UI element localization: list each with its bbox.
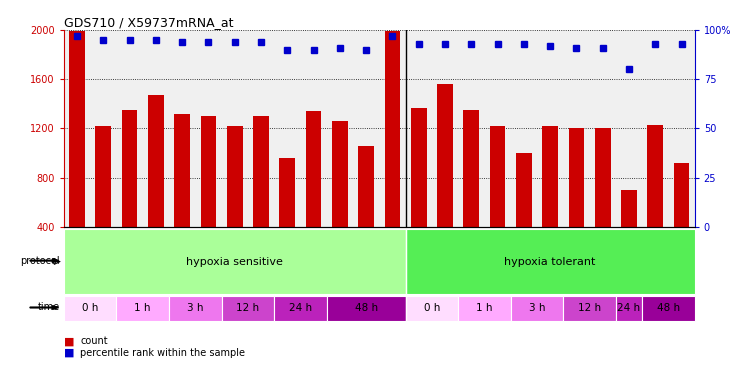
Bar [385,31,400,227]
Bar [511,296,563,321]
Text: count: count [80,336,108,346]
Text: time: time [38,303,60,312]
Bar [174,114,190,227]
Bar [274,296,327,321]
Bar [201,116,216,227]
Bar [116,296,169,321]
Bar [569,128,584,227]
Bar [306,111,321,227]
Text: hypoxia sensitive: hypoxia sensitive [186,256,283,267]
Bar [332,121,348,227]
Bar [563,296,616,321]
Bar [227,126,243,227]
Text: hypoxia tolerant: hypoxia tolerant [505,256,596,267]
Text: 24 h: 24 h [617,303,641,313]
Text: GDS710 / X59737mRNA_at: GDS710 / X59737mRNA_at [64,16,234,29]
Bar [169,296,222,321]
Bar [437,84,453,227]
Bar [616,296,642,321]
Bar [642,296,695,321]
Bar [411,108,427,227]
Bar [674,163,689,227]
Bar [64,229,406,294]
Text: 3 h: 3 h [529,303,545,313]
Bar [406,229,695,294]
Text: 12 h: 12 h [237,303,259,313]
Text: protocol: protocol [20,256,60,266]
Text: 1 h: 1 h [476,303,493,313]
Text: 3 h: 3 h [187,303,204,313]
Bar [463,110,479,227]
Bar [621,190,637,227]
Bar [222,296,274,321]
Text: ■: ■ [64,336,78,346]
Bar [122,110,137,227]
Text: 48 h: 48 h [657,303,680,313]
Bar [542,126,558,227]
Bar [595,128,611,227]
Bar [358,146,374,227]
Text: 12 h: 12 h [578,303,601,313]
Text: ■: ■ [64,348,78,357]
Bar [69,31,85,227]
Bar [64,296,116,321]
Text: 48 h: 48 h [354,303,378,313]
Bar [458,296,511,321]
Bar [327,296,406,321]
Bar [95,126,111,227]
Bar [148,95,164,227]
Text: percentile rank within the sample: percentile rank within the sample [80,348,246,357]
Bar [406,296,458,321]
Bar [647,125,663,227]
Bar [490,126,505,227]
Text: 0 h: 0 h [424,303,440,313]
Text: 0 h: 0 h [82,303,98,313]
Bar [516,153,532,227]
Text: 24 h: 24 h [289,303,312,313]
Bar [253,116,269,227]
Bar [279,158,295,227]
Text: 1 h: 1 h [134,303,151,313]
